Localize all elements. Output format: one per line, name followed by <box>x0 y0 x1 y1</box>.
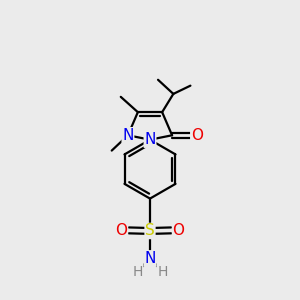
Text: H: H <box>157 265 168 279</box>
Text: O: O <box>116 223 128 238</box>
Text: N: N <box>144 132 156 147</box>
Text: S: S <box>145 224 155 238</box>
Text: O: O <box>172 223 184 238</box>
Text: N: N <box>122 128 134 143</box>
Text: H: H <box>132 265 143 279</box>
Text: N: N <box>144 251 156 266</box>
Text: O: O <box>191 128 203 143</box>
